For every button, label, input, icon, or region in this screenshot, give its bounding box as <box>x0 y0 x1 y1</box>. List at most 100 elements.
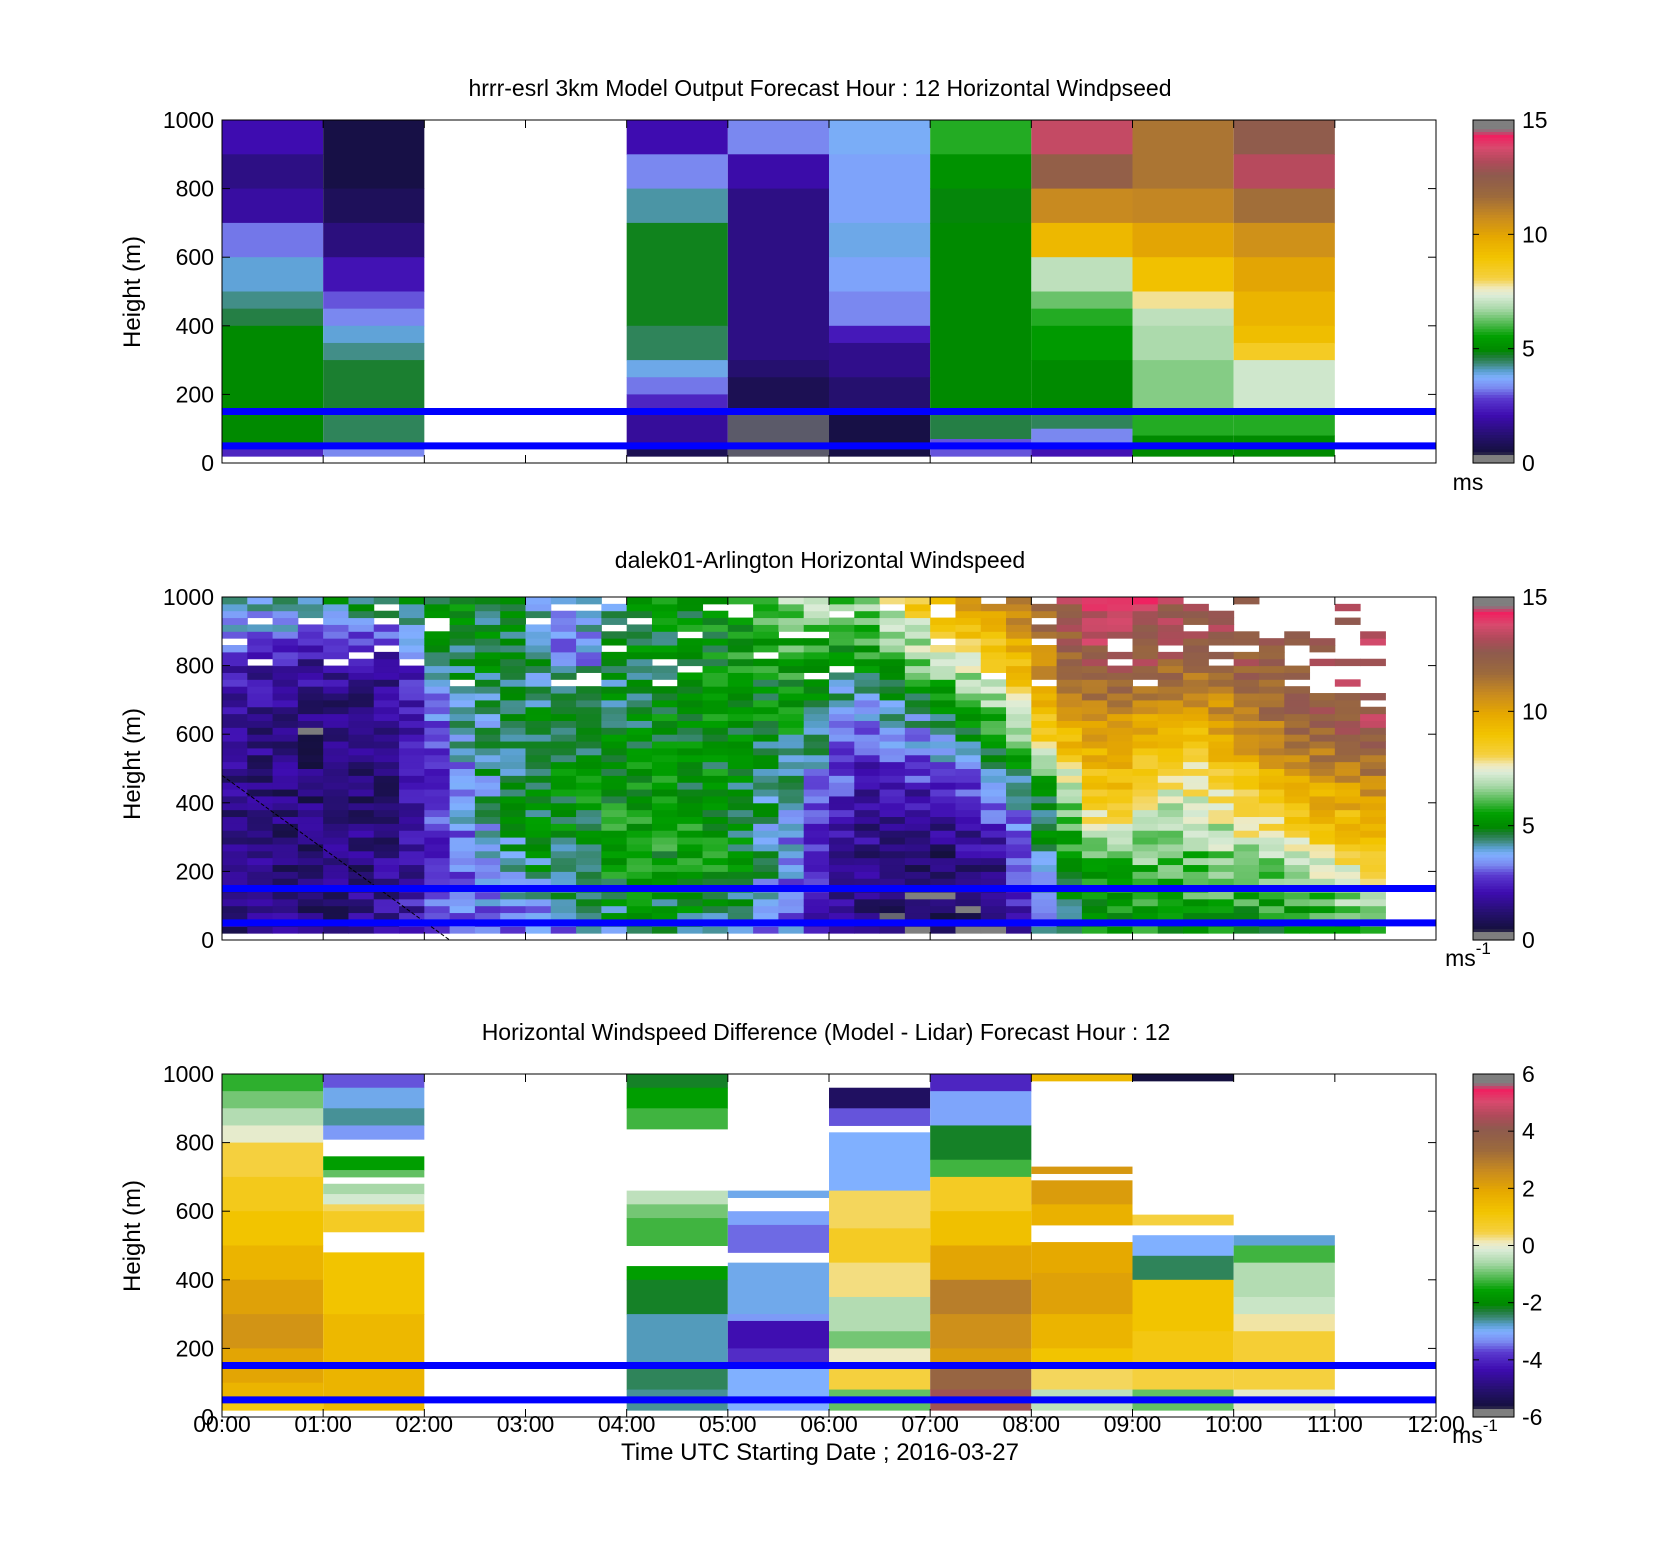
heatmap-cell <box>424 795 451 804</box>
heatmap-cell <box>1031 802 1058 811</box>
heatmap-cell <box>348 754 375 763</box>
heatmap-cell <box>1183 754 1209 763</box>
colorbar-tick-label: 15 <box>1522 584 1548 610</box>
colorbar-swatch <box>1473 657 1514 661</box>
heatmap-cell <box>1081 658 1108 667</box>
colorbar-swatch <box>1473 411 1514 416</box>
heatmap-cell <box>1334 734 1361 742</box>
heatmap-cell <box>550 898 577 907</box>
heatmap-cell <box>1031 754 1058 763</box>
heatmap-cell <box>778 741 805 749</box>
heatmap-cell <box>601 754 628 763</box>
heatmap-cell <box>677 857 704 866</box>
heatmap-cell <box>1031 631 1058 639</box>
heatmap-cell <box>1157 720 1184 728</box>
heatmap-cell <box>550 905 577 914</box>
heatmap-cell <box>1031 308 1133 327</box>
heatmap-cell <box>1031 823 1058 831</box>
heatmap-cell <box>373 850 400 859</box>
heatmap-cell <box>1031 154 1133 190</box>
heatmap-cell <box>955 603 982 612</box>
heatmap-cell <box>272 713 299 721</box>
heatmap-cell <box>955 610 982 619</box>
heatmap-cell <box>424 816 451 824</box>
heatmap-cell <box>323 1108 425 1126</box>
heatmap-cell <box>753 672 779 680</box>
heatmap-cell <box>1233 761 1260 769</box>
heatmap-cell <box>651 871 678 879</box>
heatmap-cell <box>1031 222 1133 258</box>
colorbar-swatch <box>1473 334 1514 338</box>
heatmap-cell <box>576 912 602 920</box>
heatmap-cell <box>474 823 501 831</box>
colorbar-swatch <box>1473 611 1514 615</box>
heatmap-cell <box>373 898 400 907</box>
heatmap-cell <box>323 857 349 866</box>
heatmap-cell <box>1132 857 1159 866</box>
heatmap-cell <box>1233 837 1260 845</box>
heatmap-cell <box>829 912 855 920</box>
heatmap-cell <box>753 747 779 756</box>
heatmap-cell <box>1031 871 1058 879</box>
colorbar-swatch <box>1473 1194 1514 1198</box>
heatmap-cell <box>1309 789 1336 797</box>
heatmap-cell <box>399 624 425 632</box>
heatmap-cell <box>930 741 956 749</box>
heatmap-cell <box>829 645 855 653</box>
heatmap-cell <box>1107 850 1133 859</box>
heatmap-cell <box>879 823 906 831</box>
heatmap-cell <box>247 693 274 701</box>
heatmap-cell <box>323 926 349 934</box>
heatmap-cell <box>1031 837 1058 845</box>
heatmap-cell <box>626 394 728 413</box>
heatmap-cell <box>829 802 855 811</box>
heatmap-cell <box>1081 891 1108 900</box>
heatmap-cell <box>525 741 552 749</box>
colorbar-swatch <box>1473 1408 1514 1412</box>
heatmap-cell <box>500 898 526 907</box>
heatmap-cell <box>424 768 451 776</box>
heatmap-cell <box>1334 802 1361 811</box>
heatmap-cell <box>399 713 425 721</box>
heatmap-cell <box>272 775 299 783</box>
heatmap-cell <box>247 679 274 687</box>
heatmap-cell <box>955 837 982 845</box>
heatmap-cell <box>1360 706 1386 715</box>
heatmap-cell <box>904 610 931 619</box>
heatmap-cell <box>753 706 779 715</box>
heatmap-cell <box>955 789 982 797</box>
heatmap-cell <box>1081 713 1108 721</box>
heatmap-cell <box>626 782 653 790</box>
heatmap-cell <box>576 809 602 818</box>
heatmap-cell <box>1031 651 1058 660</box>
colorbar-swatch <box>1473 442 1514 447</box>
heatmap-cell <box>399 926 425 934</box>
heatmap-cell <box>222 291 324 310</box>
heatmap-cell <box>626 603 653 612</box>
heatmap-cell <box>778 926 805 934</box>
heatmap-cell <box>803 926 830 934</box>
heatmap-cell <box>373 816 400 824</box>
heatmap-cell <box>474 905 501 914</box>
heatmap-cell <box>930 1125 1032 1161</box>
heatmap-cell <box>1208 672 1235 680</box>
heatmap-cell <box>955 802 982 811</box>
heatmap-cell <box>1334 830 1361 838</box>
heatmap-cell <box>955 761 982 769</box>
heatmap-cell <box>651 864 678 872</box>
heatmap-cell <box>1309 809 1336 818</box>
heatmap-cell <box>1107 686 1133 694</box>
colorbar-swatch <box>1473 145 1514 150</box>
heatmap-cell <box>297 631 324 639</box>
heatmap-cell <box>272 734 299 742</box>
heatmap-cell <box>1183 823 1209 831</box>
heatmap-cell <box>626 597 653 605</box>
heatmap-cell <box>1107 624 1133 632</box>
colorbar-swatch <box>1473 174 1514 178</box>
heatmap-cell <box>1107 871 1133 879</box>
heatmap-cell <box>778 610 805 619</box>
heatmap-cell <box>1258 871 1285 879</box>
heatmap-cell <box>1233 741 1260 749</box>
heatmap-cell <box>626 325 728 361</box>
heatmap-cell <box>651 624 678 632</box>
